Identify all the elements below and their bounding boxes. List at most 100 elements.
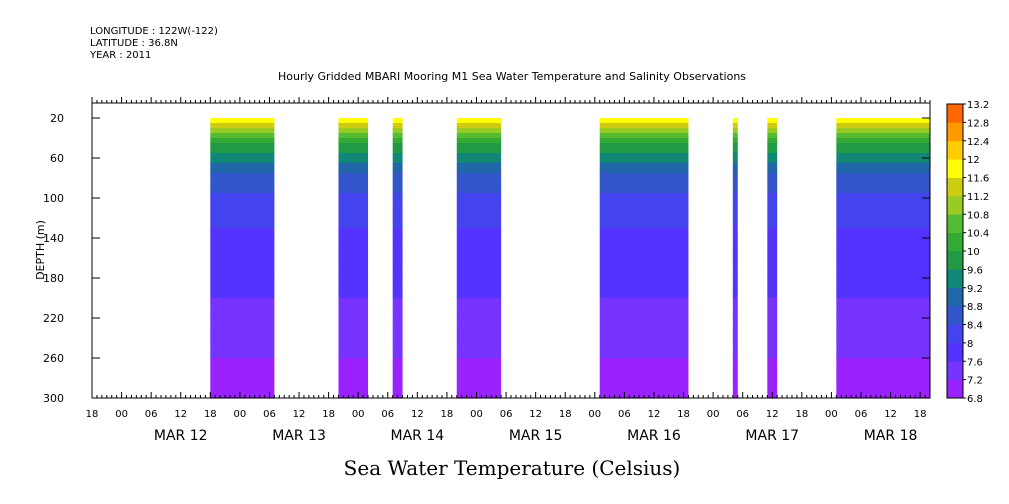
y-tick-label: 100 [43,192,64,205]
heatmap-cell [599,138,689,144]
heatmap-cell [338,333,369,339]
heatmap-cell [767,208,778,214]
heatmap-cell [767,228,778,234]
colorbar-label: 8.4 [967,321,983,332]
heatmap-cell [767,203,778,209]
heatmap-cell [456,293,502,299]
heatmap-cell [732,148,738,154]
heatmap-cell [836,303,930,309]
x-day-label: MAR 17 [745,428,799,444]
heatmap-cell [836,383,930,389]
year-label: YEAR : 2011 [90,50,152,61]
heatmap-cell [767,248,778,254]
heatmap-cell [210,163,275,169]
heatmap-cell [392,343,403,349]
heatmap-cell [392,223,403,229]
heatmap-cell [599,263,689,269]
heatmap-cell [732,378,738,384]
heatmap-cell [767,128,778,134]
heatmap-cell [836,203,930,209]
heatmap-cell [599,338,689,344]
heatmap-cell [767,163,778,169]
heatmap-cell [599,143,689,149]
heatmap-cell [338,283,369,289]
colorbar-label: 9.2 [967,284,983,295]
heatmap-cell [732,328,738,334]
heatmap-cell [836,268,930,274]
heatmap-cell [456,368,502,374]
heatmap-cell [392,243,403,249]
colorbar-label: 11.6 [967,174,989,185]
colorbar-swatch [947,361,963,381]
heatmap-cell [836,223,930,229]
data-segment [392,118,403,399]
heatmap-cell [732,228,738,234]
heatmap-cell [732,173,738,179]
heatmap-cell [392,128,403,134]
heatmap-cell [836,228,930,234]
heatmap-cell [767,328,778,334]
heatmap-cell [210,288,275,294]
heatmap-cell [210,378,275,384]
y-tick-label: 60 [50,152,64,165]
heatmap-cell [210,168,275,174]
heatmap-cell [338,328,369,334]
heatmap-cell [767,293,778,299]
heatmap-cell [732,133,738,139]
heatmap-cell [338,288,369,294]
colorbar-label: 10.8 [967,210,989,221]
heatmap-cell [338,133,369,139]
x-hour-tick-label: 06 [381,409,394,420]
heatmap-cell [836,218,930,224]
colorbar-swatch [947,214,963,234]
x-hour-tick-label: 18 [204,409,217,420]
heatmap-cell [392,363,403,369]
heatmap-cell [392,238,403,244]
heatmap-cell [456,133,502,139]
heatmap-cell [456,373,502,379]
heatmap-cell [210,293,275,299]
heatmap-cell [767,138,778,144]
x-hour-tick-label: 00 [234,409,247,420]
heatmap-cell [392,143,403,149]
heatmap-cell [836,183,930,189]
heatmap-cell [836,163,930,169]
heatmap-cell [767,213,778,219]
heatmap-cell [732,333,738,339]
y-tick-label: 20 [50,112,64,125]
heatmap-cell [392,193,403,199]
x-hour-tick-label: 18 [559,409,572,420]
heatmap-cell [210,303,275,309]
heatmap-cell [392,263,403,269]
heatmap-cell [836,263,930,269]
heatmap-cell [732,203,738,209]
heatmap-cell [338,348,369,354]
heatmap-cell [836,328,930,334]
colorbar-swatch [947,251,963,270]
heatmap-cell [599,313,689,319]
heatmap-cell [210,203,275,209]
heatmap-cell [732,358,738,364]
heatmap-cell [599,233,689,239]
heatmap-cell [767,198,778,204]
heatmap-cell [456,348,502,354]
heatmap-cell [732,233,738,239]
heatmap-cell [599,343,689,349]
heatmap-cell [836,143,930,149]
heatmap-cell [836,168,930,174]
x-hour-tick-label: 12 [648,409,661,420]
heatmap-cell [392,123,403,129]
heatmap-cell [836,258,930,264]
heatmap-cell [836,253,930,259]
heatmap-cell [338,363,369,369]
heatmap-cell [210,193,275,199]
heatmap-cell [732,193,738,199]
heatmap-cell [767,273,778,279]
heatmap-cell [836,133,930,139]
heatmap-cell [599,298,689,304]
heatmap-cell [599,238,689,244]
heatmap-cell [392,288,403,294]
heatmap-cell [210,313,275,319]
heatmap-cell [599,273,689,279]
